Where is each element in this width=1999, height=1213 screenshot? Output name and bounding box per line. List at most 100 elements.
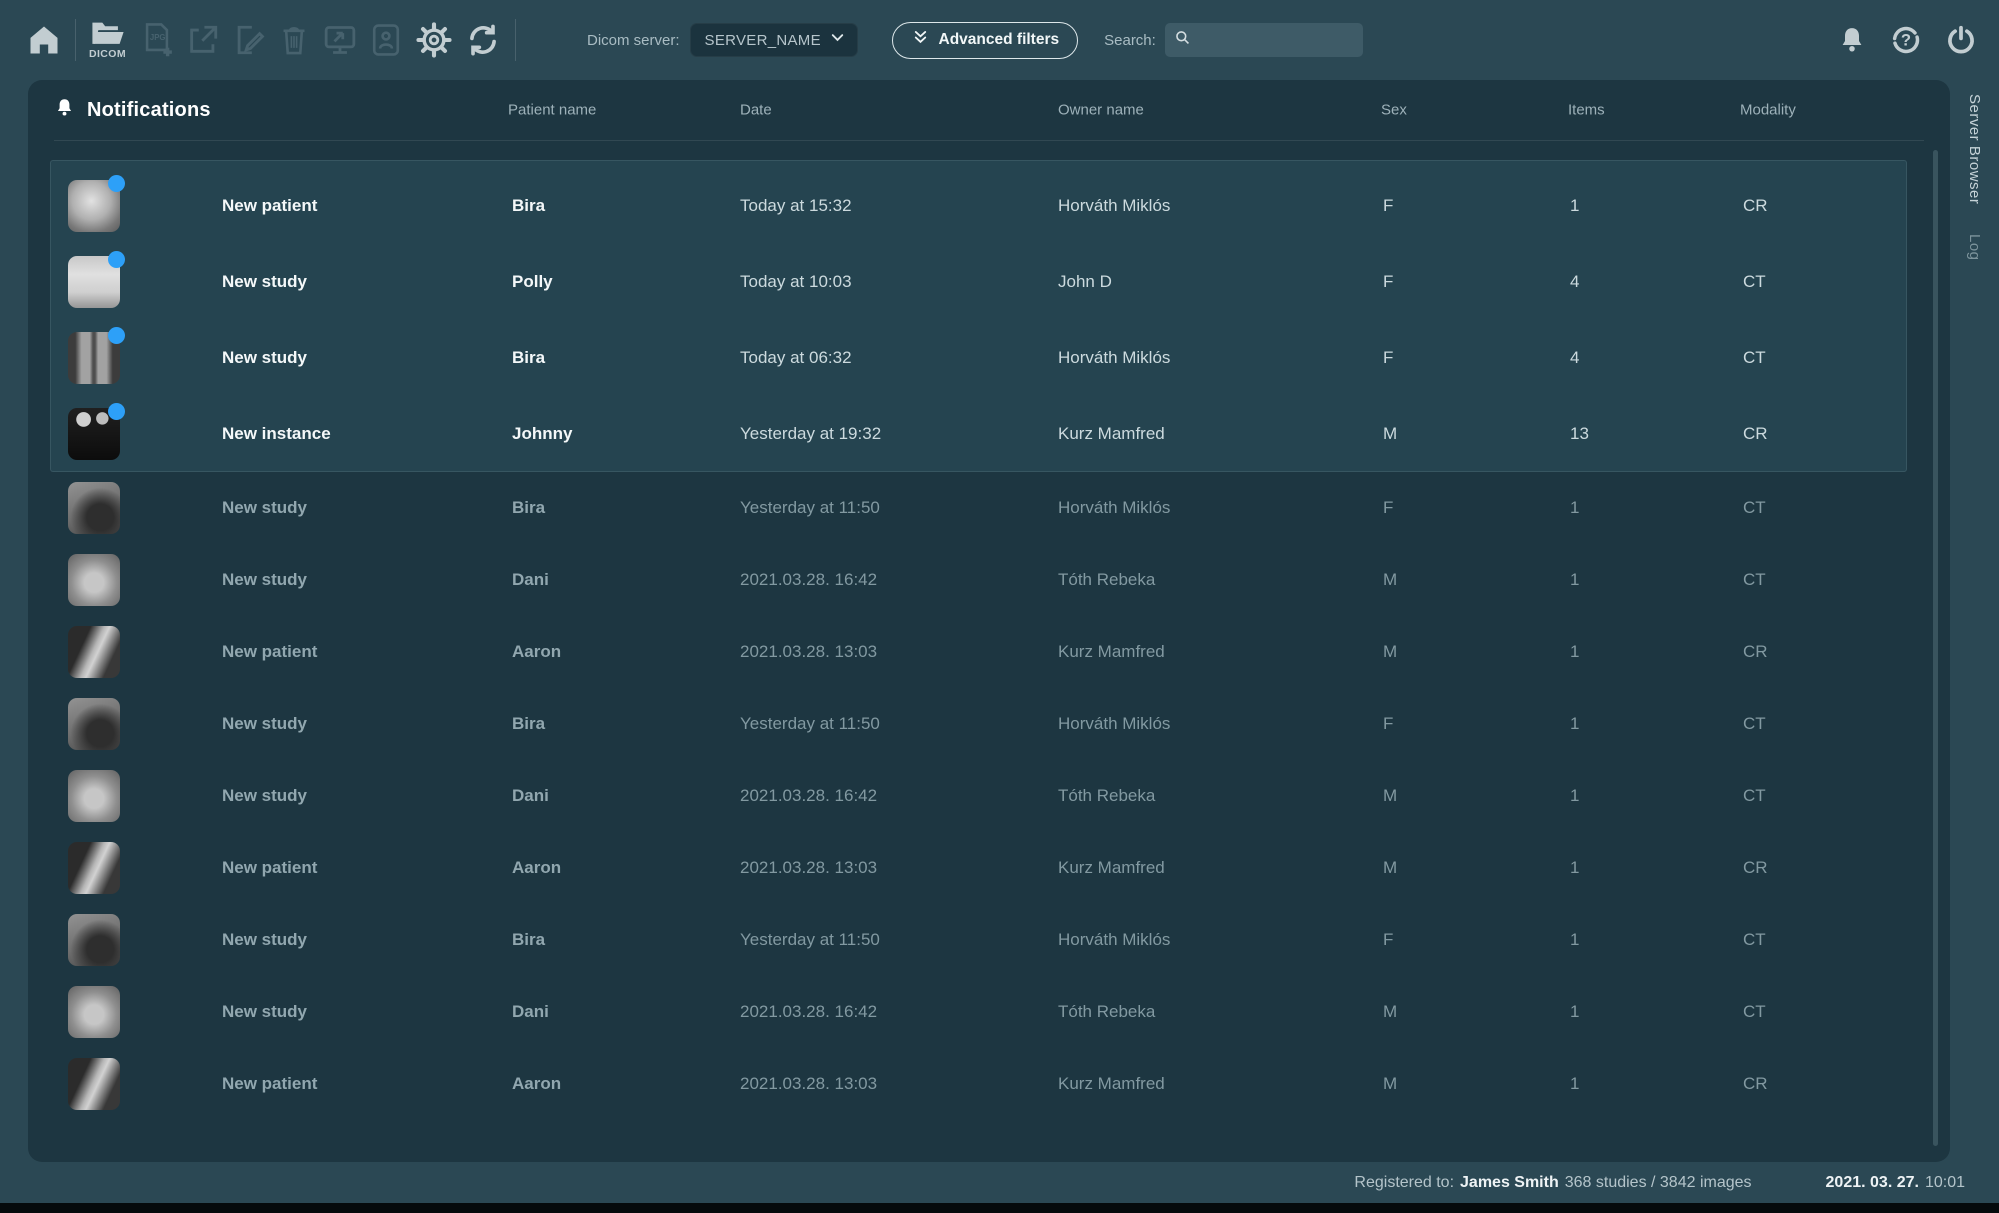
notifications-bell-button[interactable] [1837, 24, 1867, 56]
registration-info: Registered to: James Smith 368 studies /… [1354, 1174, 1751, 1192]
import-jpg-icon: JPG [140, 21, 174, 59]
modality: CT [1743, 272, 1766, 291]
svg-text:JPG: JPG [150, 33, 166, 42]
notification-type: New study [222, 714, 308, 733]
unread-dot [108, 251, 125, 268]
settings-button[interactable] [415, 21, 453, 59]
dicom-browser-button[interactable]: DICOM [89, 21, 126, 60]
study-thumbnail [68, 482, 120, 534]
notification-date: Yesterday at 11:50 [740, 930, 880, 949]
study-thumbnail [68, 403, 125, 460]
notification-type: New study [222, 498, 308, 517]
unread-highlight-box [50, 160, 1907, 472]
notifications-header: Notifications Patient name Date Owner na… [28, 80, 1950, 140]
column-header-sex: Sex [1381, 101, 1407, 119]
patient-card-button[interactable] [370, 23, 402, 57]
notification-date: 2021.03.28. 13:03 [740, 642, 878, 661]
notification-row[interactable]: New study Bira Today at 06:32 Horváth Mi… [28, 320, 1950, 396]
search-label: Search: [1104, 31, 1156, 49]
bottom-edge [0, 1203, 1999, 1213]
patient-sex: F [1383, 196, 1394, 215]
patient-sex: M [1383, 424, 1398, 443]
home-button[interactable] [26, 22, 62, 58]
tab-server-browser[interactable]: Server Browser [1966, 94, 1983, 205]
send-to-screen-button[interactable] [322, 23, 358, 57]
modality: CR [1743, 858, 1768, 877]
search-box [1164, 23, 1363, 57]
notification-row[interactable]: New patient Aaron 2021.03.28. 13:03 Kurz… [28, 832, 1950, 904]
dicom-server-dropdown[interactable]: SERVER_NAME [689, 23, 858, 57]
study-thumbnail [68, 914, 120, 966]
owner-name: Horváth Miklós [1058, 930, 1171, 949]
export-button[interactable] [186, 23, 220, 57]
double-chevron-down-icon [911, 28, 930, 52]
patient-name: Bira [512, 714, 546, 733]
import-jpg-button[interactable]: JPG [140, 21, 174, 59]
refresh-icon [464, 21, 502, 59]
owner-name: Horváth Miklós [1058, 348, 1171, 367]
bell-icon [1837, 24, 1867, 56]
study-thumbnail [68, 626, 120, 678]
notification-row[interactable]: New study Bira Yesterday at 11:50 Horvát… [28, 904, 1950, 976]
study-thumbnail [68, 986, 120, 1038]
notification-row[interactable]: New patient Aaron 2021.03.28. 13:03 Kurz… [28, 1048, 1950, 1120]
patient-sex: F [1383, 930, 1394, 949]
notification-row[interactable]: New study Bira Yesterday at 11:50 Horvát… [28, 472, 1950, 544]
column-header-patient-name: Patient name [508, 101, 597, 119]
notification-row[interactable]: New study Polly Today at 10:03 John D F … [28, 244, 1950, 320]
patient-sex: F [1383, 348, 1394, 367]
toolbar: DICOM JPG [0, 0, 1999, 80]
items-count: 1 [1570, 714, 1580, 733]
notification-row[interactable]: New study Dani 2021.03.28. 16:42 Tóth Re… [28, 976, 1950, 1048]
owner-name: Horváth Miklós [1058, 714, 1171, 733]
toolbar-separator [75, 19, 76, 61]
column-header-owner-name: Owner name [1058, 101, 1144, 119]
search-input[interactable] [1191, 31, 1342, 49]
patient-card-icon [370, 23, 402, 57]
notification-row[interactable]: New study Dani 2021.03.28. 16:42 Tóth Re… [28, 544, 1950, 616]
patient-name: Polly [512, 272, 553, 291]
notification-row[interactable]: New study Bira Yesterday at 11:50 Horvát… [28, 688, 1950, 760]
vertical-scrollbar[interactable] [1933, 150, 1938, 1146]
owner-name: Horváth Miklós [1058, 498, 1171, 517]
modality: CT [1743, 498, 1766, 517]
patient-sex: M [1383, 642, 1398, 661]
help-button[interactable]: ? [1890, 24, 1922, 56]
notifications-panel: Notifications Patient name Date Owner na… [28, 80, 1950, 1162]
notification-type: New study [222, 272, 308, 291]
owner-name: Kurz Mamfred [1058, 642, 1165, 661]
notification-type: New study [222, 1002, 308, 1021]
notification-type: New instance [222, 424, 331, 443]
patient-name: Bira [512, 348, 546, 367]
patient-name: Dani [512, 570, 549, 589]
screen-share-icon [322, 23, 358, 57]
refresh-button[interactable] [464, 21, 502, 59]
notification-date: 2021.03.28. 16:42 [740, 570, 878, 589]
notification-type: New study [222, 348, 308, 367]
patient-name: Aaron [512, 642, 562, 661]
edit-button[interactable] [232, 23, 266, 57]
notification-row[interactable]: New patient Aaron 2021.03.28. 13:03 Kurz… [28, 616, 1950, 688]
modality: CT [1743, 930, 1766, 949]
modality: CT [1743, 714, 1766, 733]
power-button[interactable] [1945, 24, 1977, 56]
delete-button[interactable] [278, 23, 310, 57]
header-divider [54, 140, 1924, 141]
patient-name: Dani [512, 1002, 549, 1021]
modality: CT [1743, 348, 1766, 367]
notification-date: Today at 10:03 [740, 272, 852, 291]
dicom-folder-label: DICOM [89, 47, 126, 60]
notification-row[interactable]: New study Dani 2021.03.28. 16:42 Tóth Re… [28, 760, 1950, 832]
items-count: 1 [1570, 1074, 1580, 1093]
notification-row[interactable]: New instance Johnny Yesterday at 19:32 K… [28, 396, 1950, 472]
study-thumbnail [68, 770, 120, 822]
patient-sex: F [1383, 714, 1394, 733]
advanced-filters-button[interactable]: Advanced filters [891, 21, 1079, 59]
patient-name: Aaron [512, 1074, 562, 1093]
patient-name: Johnny [512, 424, 573, 443]
home-icon [26, 22, 62, 58]
patient-sex: F [1383, 272, 1394, 291]
notification-row[interactable]: New patient Bira Today at 15:32 Horváth … [28, 168, 1950, 244]
tab-log[interactable]: Log [1966, 234, 1983, 261]
